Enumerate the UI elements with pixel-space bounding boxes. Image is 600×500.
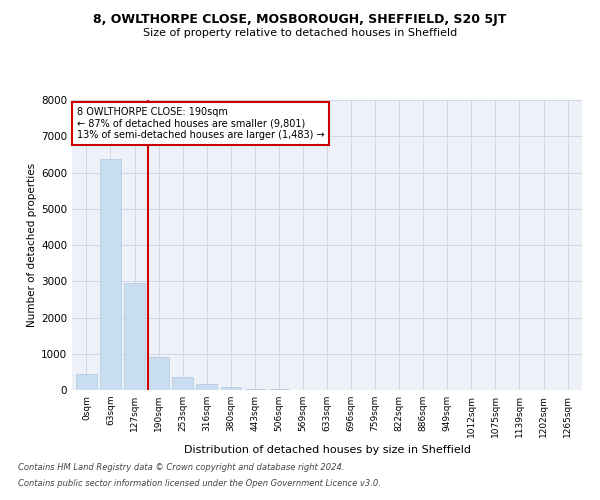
Text: 8, OWLTHORPE CLOSE, MOSBOROUGH, SHEFFIELD, S20 5JT: 8, OWLTHORPE CLOSE, MOSBOROUGH, SHEFFIEL…: [94, 12, 506, 26]
Bar: [100, 158, 121, 390]
Bar: [221, 387, 241, 390]
Bar: [245, 388, 265, 390]
Text: Contains public sector information licensed under the Open Government Licence v3: Contains public sector information licen…: [18, 478, 381, 488]
Bar: [172, 376, 193, 390]
Text: 8 OWLTHORPE CLOSE: 190sqm
← 87% of detached houses are smaller (9,801)
13% of se: 8 OWLTHORPE CLOSE: 190sqm ← 87% of detac…: [77, 106, 325, 140]
Text: Contains HM Land Registry data © Crown copyright and database right 2024.: Contains HM Land Registry data © Crown c…: [18, 464, 344, 472]
Y-axis label: Number of detached properties: Number of detached properties: [27, 163, 37, 327]
Bar: [196, 384, 217, 390]
Bar: [124, 284, 145, 390]
Bar: [76, 374, 97, 390]
Bar: [148, 356, 169, 390]
X-axis label: Distribution of detached houses by size in Sheffield: Distribution of detached houses by size …: [184, 446, 470, 456]
Text: Size of property relative to detached houses in Sheffield: Size of property relative to detached ho…: [143, 28, 457, 38]
